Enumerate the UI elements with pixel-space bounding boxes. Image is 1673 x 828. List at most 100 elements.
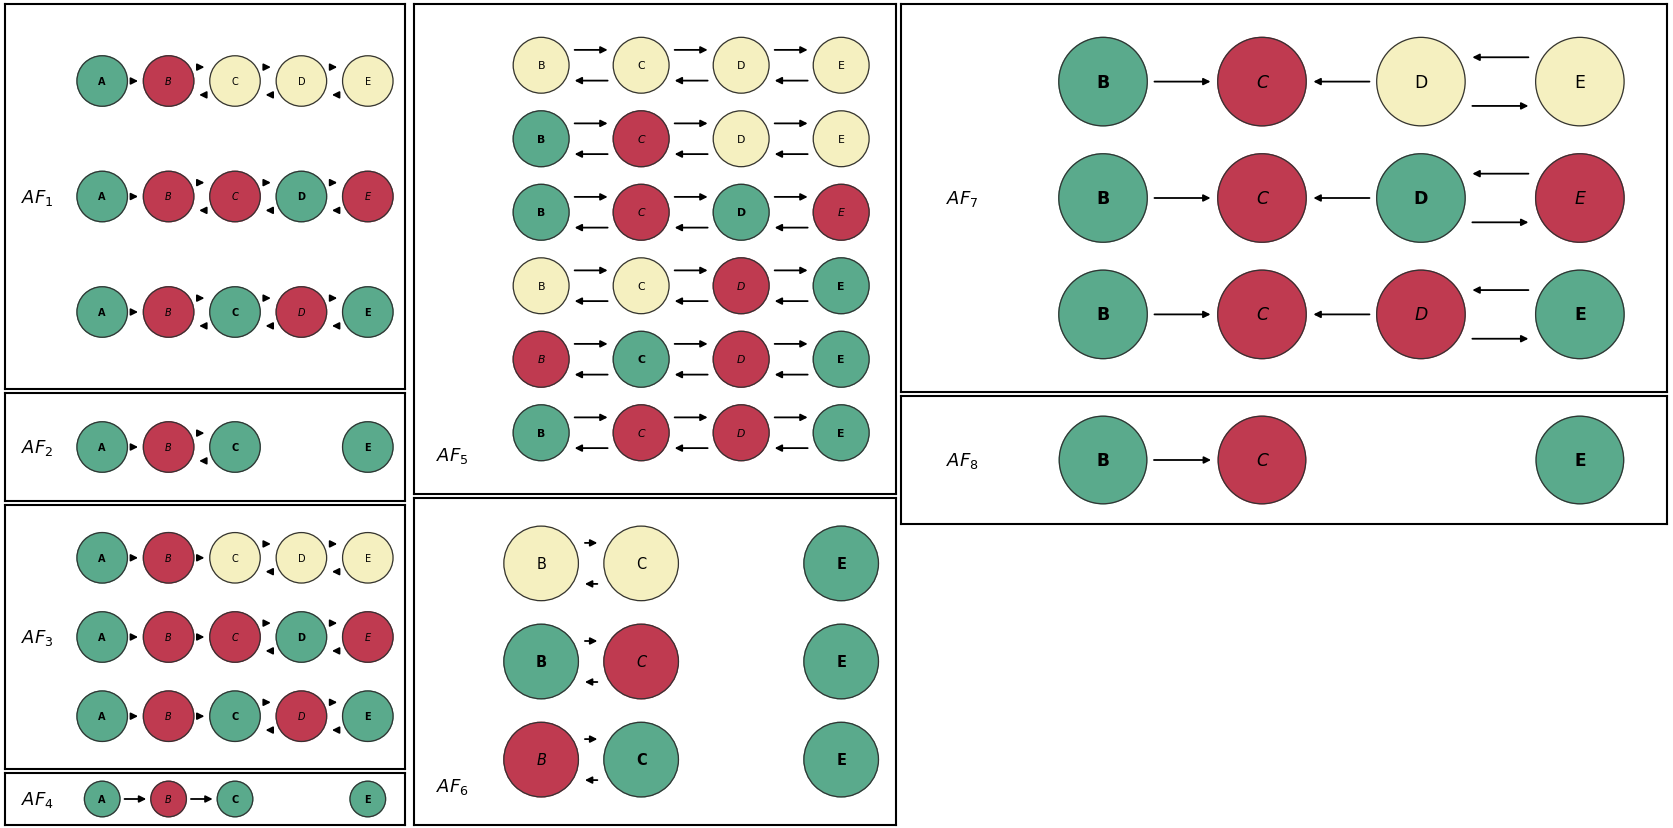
Ellipse shape — [350, 782, 385, 816]
Text: B: B — [537, 208, 545, 218]
Text: B: B — [535, 556, 545, 571]
Text: E: E — [365, 192, 371, 202]
Text: C: C — [231, 794, 239, 804]
Ellipse shape — [1536, 38, 1624, 127]
Ellipse shape — [813, 38, 868, 94]
Text: E: E — [365, 442, 371, 452]
Text: C: C — [637, 135, 646, 145]
Text: B: B — [1096, 306, 1109, 324]
Text: C: C — [1256, 74, 1268, 91]
Ellipse shape — [514, 258, 569, 315]
Text: B: B — [535, 654, 547, 669]
Ellipse shape — [343, 422, 393, 473]
Ellipse shape — [504, 624, 579, 699]
Text: E: E — [1574, 306, 1586, 324]
Ellipse shape — [604, 624, 679, 699]
Ellipse shape — [805, 624, 878, 699]
Text: A: A — [99, 794, 105, 804]
Ellipse shape — [1536, 155, 1624, 243]
Ellipse shape — [813, 406, 868, 461]
Ellipse shape — [1059, 271, 1148, 359]
Text: C: C — [231, 711, 239, 721]
Ellipse shape — [144, 533, 194, 584]
Text: $\mathit{AF}_{6}$: $\mathit{AF}_{6}$ — [437, 776, 468, 796]
Text: B: B — [166, 553, 172, 563]
Text: E: E — [836, 654, 847, 669]
Ellipse shape — [1536, 271, 1624, 359]
Ellipse shape — [514, 112, 569, 167]
Ellipse shape — [1377, 38, 1466, 127]
Text: D: D — [298, 308, 304, 318]
Ellipse shape — [209, 422, 261, 473]
Text: C: C — [231, 633, 238, 643]
Text: D: D — [298, 553, 304, 563]
Ellipse shape — [77, 287, 127, 338]
Ellipse shape — [209, 287, 261, 338]
Ellipse shape — [144, 287, 194, 338]
Ellipse shape — [209, 56, 261, 107]
Ellipse shape — [813, 112, 868, 167]
Text: A: A — [99, 553, 105, 563]
Text: B: B — [1096, 451, 1109, 469]
Ellipse shape — [77, 172, 127, 223]
Text: E: E — [365, 794, 371, 804]
Text: B: B — [535, 752, 545, 768]
Text: C: C — [636, 556, 646, 571]
Ellipse shape — [1218, 38, 1307, 127]
Ellipse shape — [614, 112, 669, 167]
Text: E: E — [838, 135, 845, 145]
Text: B: B — [166, 794, 172, 804]
Ellipse shape — [504, 527, 579, 601]
Text: D: D — [1414, 306, 1427, 324]
Text: B: B — [1096, 74, 1109, 91]
Ellipse shape — [276, 691, 326, 742]
Text: E: E — [365, 633, 371, 643]
Text: C: C — [1256, 190, 1268, 208]
Text: C: C — [637, 355, 646, 365]
Text: D: D — [738, 428, 746, 438]
Text: C: C — [231, 192, 238, 202]
Text: E: E — [836, 752, 847, 768]
Text: B: B — [1096, 190, 1109, 208]
Text: E: E — [1574, 451, 1586, 469]
Ellipse shape — [77, 612, 127, 662]
Text: C: C — [231, 553, 238, 563]
Ellipse shape — [713, 332, 770, 388]
Text: D: D — [1414, 74, 1427, 91]
Text: $\mathit{AF}_{2}$: $\mathit{AF}_{2}$ — [20, 437, 54, 457]
Ellipse shape — [144, 422, 194, 473]
Ellipse shape — [276, 287, 326, 338]
Ellipse shape — [77, 533, 127, 584]
Text: C: C — [637, 282, 646, 291]
Text: D: D — [738, 135, 746, 145]
Text: A: A — [99, 308, 105, 318]
Ellipse shape — [504, 723, 579, 797]
Ellipse shape — [813, 332, 868, 388]
Ellipse shape — [276, 56, 326, 107]
Text: $\mathit{AF}_{4}$: $\mathit{AF}_{4}$ — [20, 789, 54, 809]
Ellipse shape — [813, 258, 868, 315]
Text: $\mathit{AF}_{1}$: $\mathit{AF}_{1}$ — [20, 187, 54, 207]
Text: $\mathit{AF}_{5}$: $\mathit{AF}_{5}$ — [437, 445, 468, 465]
Text: D: D — [298, 192, 306, 202]
Text: C: C — [231, 442, 239, 452]
Text: A: A — [99, 711, 105, 721]
Text: B: B — [166, 192, 172, 202]
Ellipse shape — [209, 612, 261, 662]
Text: E: E — [838, 355, 845, 365]
Text: B: B — [166, 633, 172, 643]
Ellipse shape — [1059, 155, 1148, 243]
Ellipse shape — [813, 185, 868, 241]
Ellipse shape — [1377, 271, 1466, 359]
Text: D: D — [738, 61, 746, 71]
Ellipse shape — [713, 258, 770, 315]
Text: E: E — [838, 282, 845, 291]
Ellipse shape — [713, 406, 770, 461]
Text: $\mathit{AF}_{8}$: $\mathit{AF}_{8}$ — [945, 450, 979, 470]
Ellipse shape — [343, 172, 393, 223]
Text: C: C — [1256, 451, 1268, 469]
Ellipse shape — [77, 691, 127, 742]
Text: C: C — [637, 61, 646, 71]
Ellipse shape — [343, 691, 393, 742]
Ellipse shape — [1377, 155, 1466, 243]
